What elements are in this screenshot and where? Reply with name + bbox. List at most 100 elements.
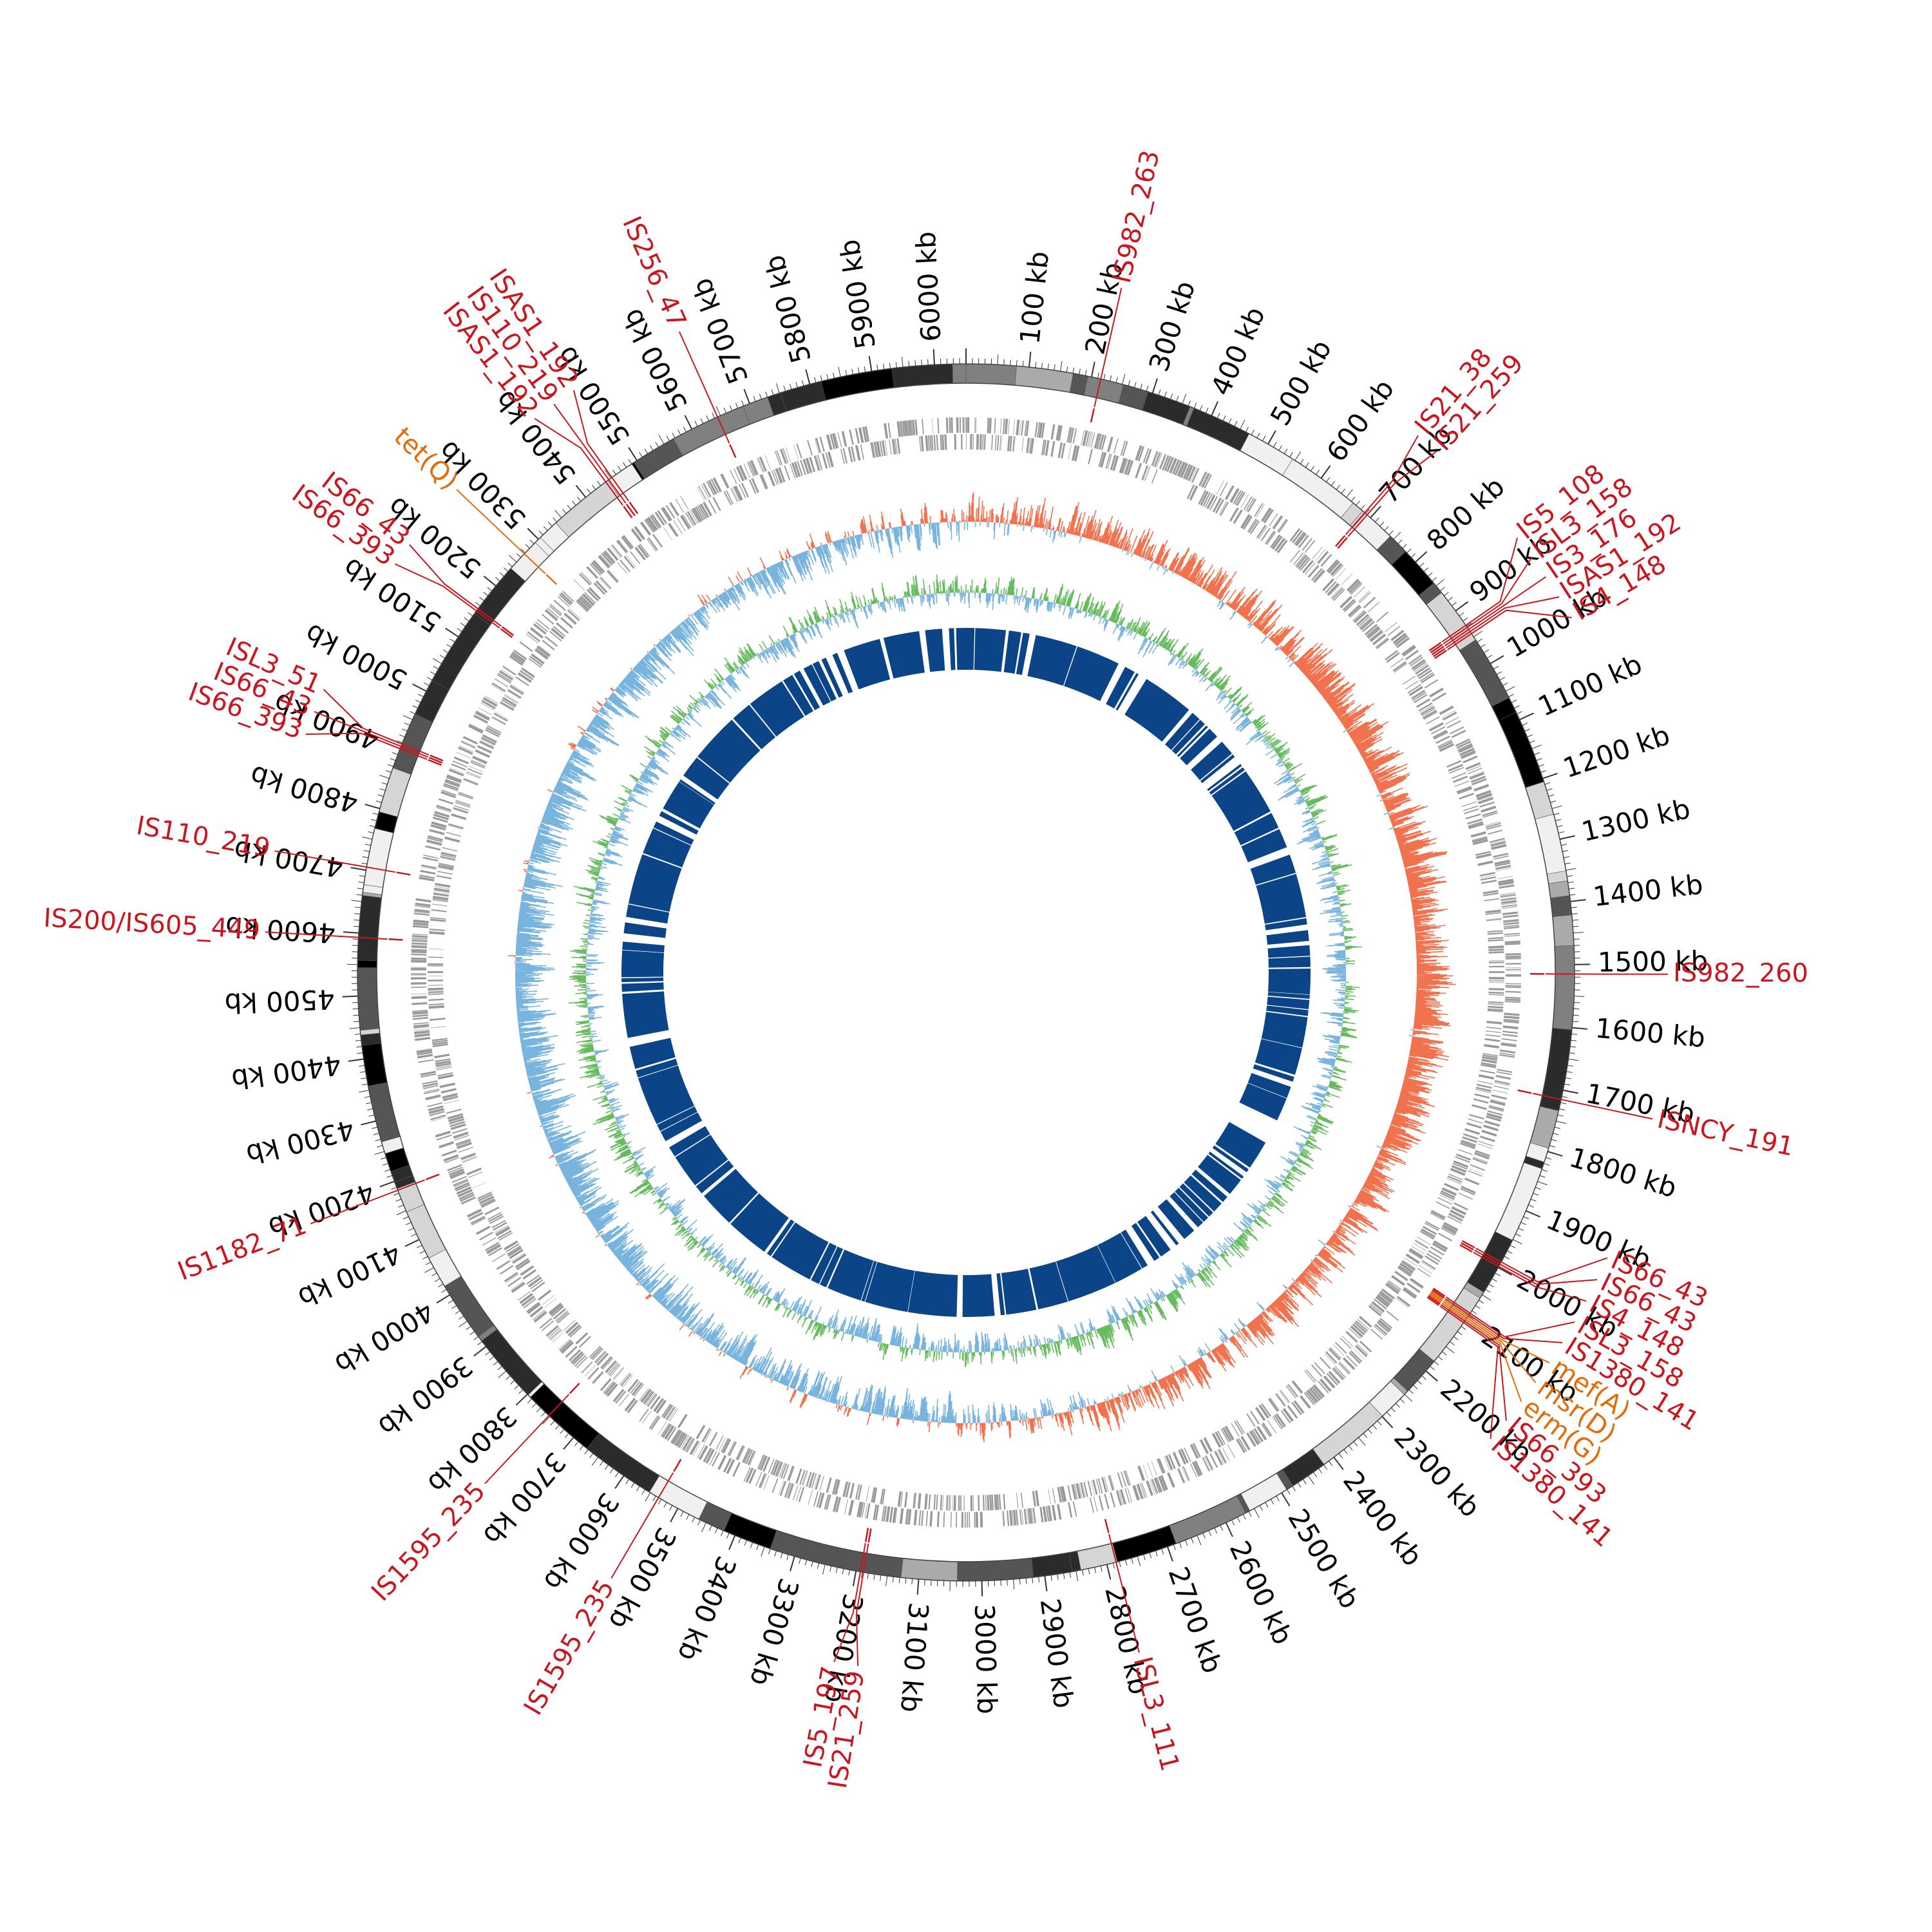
gene-block: [1374, 1298, 1387, 1310]
kb-tick: [357, 1052, 363, 1054]
annotation-leader-line: [395, 563, 500, 629]
gene-block: [448, 823, 464, 829]
gene-block: [447, 774, 462, 781]
gene-block: [494, 1225, 509, 1233]
gene-block: [1410, 1278, 1424, 1289]
kb-tick: [650, 445, 654, 451]
gene-block: [431, 821, 447, 828]
kb-tick: [1546, 788, 1553, 791]
gene-block: [538, 1289, 552, 1301]
gene-block: [606, 1383, 618, 1397]
gene-block: [1450, 726, 1464, 735]
gene-block: [723, 1457, 732, 1473]
gene-block: [680, 1435, 690, 1449]
gene-block: [1488, 939, 1504, 942]
gene-block: [1452, 1162, 1468, 1170]
gene-block: [1455, 738, 1470, 747]
gene-block: [1122, 440, 1128, 457]
kb-tick-label: 4100 kb: [293, 1237, 406, 1314]
gene-block: [1460, 1188, 1475, 1196]
gene-block: [1370, 631, 1384, 643]
annotation-leader-line: [573, 390, 630, 502]
kb-tick: [516, 553, 522, 558]
gene-block: [1124, 459, 1132, 475]
kb-tick: [1069, 1572, 1072, 1578]
kb-tick: [1529, 740, 1535, 743]
gene-block: [757, 1454, 765, 1470]
gene-block: [446, 775, 462, 784]
kb-tick: [1081, 1569, 1084, 1576]
gene-block: [1265, 530, 1274, 544]
contig-segment: [673, 406, 751, 457]
gene-block: [458, 793, 473, 800]
gene-block: [1020, 1492, 1023, 1508]
gene-block: [1502, 1034, 1518, 1037]
kb-tick: [1571, 1034, 1578, 1035]
gene-block: [1481, 1059, 1497, 1064]
gene-block: [815, 1474, 821, 1490]
gene-block: [1182, 464, 1191, 479]
gene-block: [444, 836, 460, 843]
gene-block: [1439, 1192, 1455, 1200]
kb-tick: [527, 527, 539, 540]
gene-block: [813, 455, 820, 471]
annotation-leader-line: [1441, 538, 1519, 643]
gene-block: [1488, 951, 1504, 954]
gene-block: [1100, 451, 1107, 468]
gene-block: [603, 551, 615, 564]
gene-block: [1158, 1475, 1166, 1492]
gene-block: [1095, 1479, 1101, 1494]
gene-block: [1498, 881, 1514, 886]
gene-block: [506, 1243, 520, 1253]
gene-block: [1142, 448, 1150, 463]
kb-tick: [1419, 562, 1425, 567]
kb-tick: [927, 359, 929, 365]
gene-block: [954, 434, 957, 450]
gene-block: [848, 1499, 855, 1516]
gene-block: [1274, 538, 1286, 552]
kb-tick-label: 5800 kb: [759, 252, 817, 366]
gene-block: [478, 1231, 494, 1241]
kb-tick: [1550, 800, 1557, 803]
gene-block: [755, 1472, 762, 1487]
blast-hit-block: [679, 779, 715, 805]
gene-block: [428, 993, 444, 995]
gene-block: [1488, 1005, 1504, 1009]
gene-block: [1399, 1262, 1414, 1274]
gene-block: [1242, 515, 1253, 530]
gene-block: [1327, 582, 1340, 596]
gene-block: [457, 1189, 473, 1198]
gene-block: [670, 1429, 681, 1444]
gene-block: [813, 1491, 819, 1507]
gene-block: [415, 905, 431, 908]
gene-block: [1475, 790, 1492, 798]
kb-tick: [1555, 819, 1562, 821]
annotation-leader-line: [305, 732, 428, 761]
kb-tick: [1328, 1461, 1333, 1466]
gene-block: [553, 600, 567, 611]
gene-block: [1486, 823, 1501, 828]
kb-tick: [614, 1475, 625, 1489]
gene-block: [1501, 1042, 1517, 1046]
gene-block: [1074, 1484, 1078, 1500]
kb-tick: [396, 1210, 406, 1215]
gene-block: [1343, 600, 1356, 612]
kb-tick: [361, 862, 368, 865]
kb-tick: [916, 1579, 920, 1595]
gene-block: [1421, 1262, 1435, 1271]
kb-tick: [1520, 1222, 1527, 1226]
gene-block: [779, 448, 787, 464]
gene-block: [1057, 1504, 1062, 1520]
gene-block: [786, 1482, 792, 1498]
gene-block: [1201, 473, 1211, 488]
gene-block: [1359, 617, 1372, 629]
blast-hit-block: [925, 629, 945, 672]
gene-block: [458, 791, 474, 798]
gene-block: [1479, 801, 1495, 808]
gene-block: [1279, 1390, 1289, 1404]
blast-hit-block: [1253, 1064, 1294, 1082]
gene-block: [640, 1388, 652, 1403]
kb-tick: [1530, 1198, 1537, 1202]
gene-block: [435, 1058, 451, 1063]
gene-block: [1349, 1328, 1361, 1340]
